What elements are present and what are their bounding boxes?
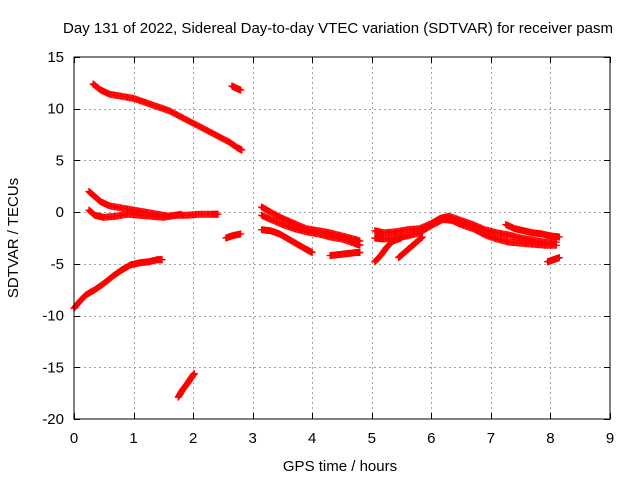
- x-tick-label: 7: [487, 430, 495, 447]
- data-point: [555, 233, 563, 241]
- x-tick-label: 4: [308, 430, 316, 447]
- data-series: [258, 211, 364, 249]
- data-series: [222, 230, 245, 242]
- data-series: [543, 254, 563, 266]
- x-tick-labels: 0 1 2 3 4 5 6 7 8 9: [70, 430, 614, 447]
- y-tick-labels: -20 -15 -10 -5 0 5 10 15: [42, 49, 64, 428]
- data-series: [228, 82, 245, 94]
- x-tick-label: 5: [368, 430, 376, 447]
- y-tick-label: -10: [42, 308, 64, 325]
- data-series: [85, 206, 222, 221]
- data-point: [552, 241, 560, 249]
- y-tick-label: -15: [42, 359, 64, 376]
- data-point: [398, 234, 406, 242]
- y-tick-label: 0: [56, 204, 64, 221]
- data-series: [502, 221, 563, 241]
- data-series: [70, 256, 166, 312]
- data-point: [158, 256, 166, 264]
- x-tick-label: 9: [606, 430, 614, 447]
- chart-title: Day 131 of 2022, Sidereal Day-to-day VTE…: [63, 20, 613, 37]
- y-tick-label: 5: [56, 152, 64, 169]
- data-point: [418, 233, 426, 241]
- data-point: [238, 146, 246, 154]
- y-tick-label: 10: [47, 101, 64, 118]
- data-series: [258, 226, 316, 256]
- data-point: [356, 241, 364, 249]
- data-points: [70, 80, 563, 401]
- x-tick-label: 0: [70, 430, 78, 447]
- y-tick-label: -5: [51, 256, 64, 273]
- data-series: [174, 369, 198, 401]
- data-point: [214, 210, 222, 218]
- y-tick-label: 15: [47, 49, 64, 66]
- y-axis-title: SDTVAR / TECUs: [5, 178, 22, 298]
- y-tick-label: -20: [42, 411, 64, 428]
- x-tick-label: 2: [189, 430, 197, 447]
- x-tick-label: 6: [427, 430, 435, 447]
- plot-frame: [73, 56, 611, 420]
- x-tick-label: 1: [129, 430, 137, 447]
- data-point: [237, 230, 245, 238]
- data-series: [371, 215, 560, 249]
- data-series: [395, 233, 426, 262]
- x-axis-title: GPS time / hours: [283, 458, 397, 475]
- x-tick-label: 3: [248, 430, 256, 447]
- data-point: [555, 254, 563, 262]
- data-point: [190, 369, 198, 377]
- axis-ticks: [74, 57, 611, 420]
- data-series: [371, 234, 406, 266]
- data-series: [326, 248, 364, 260]
- x-tick-label: 8: [546, 430, 554, 447]
- data-point: [356, 248, 364, 256]
- data-point: [308, 248, 316, 256]
- data-point: [237, 86, 245, 94]
- data-series: [89, 80, 246, 154]
